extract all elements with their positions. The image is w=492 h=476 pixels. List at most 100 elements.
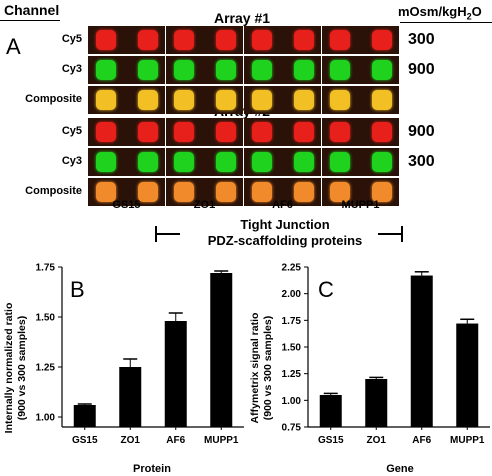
array2-composite-cell-af6: [244, 178, 321, 206]
chart-c-xtick-label: GS15: [318, 435, 344, 446]
array-spot: [138, 90, 158, 110]
array2-cy5-cell-af6: [244, 118, 321, 146]
array-spot: [252, 122, 272, 142]
array-spot: [372, 30, 392, 50]
array-spot: [252, 90, 272, 110]
protein-label-zo1: ZO1: [193, 199, 216, 211]
array-spot: [174, 182, 194, 202]
array-spot: [138, 30, 158, 50]
chart-b: 1.00 1.25 1.50 1.75 GS15 ZO1 AF6 MUPP1 B Protei…: [3, 263, 244, 475]
chart-b-bar-gs15: [73, 405, 96, 427]
chart-b-bar-af6: [164, 321, 187, 427]
array-spot: [174, 122, 194, 142]
array-spot: [294, 122, 314, 142]
array1-cy5-cell-gs15: [88, 26, 165, 54]
bracket-right-tick: [401, 226, 403, 242]
array-spot: [372, 182, 392, 202]
chart-c: 0.75 1.00 1.25 1.50 1.75 2.00 2.25 GS15 ZO1 AF6 MU…: [249, 263, 490, 475]
chart-b-ytick-label: 1.25: [36, 363, 56, 374]
array-spot: [96, 122, 116, 142]
chart-b-ytick-label: 1.75: [36, 263, 56, 274]
chart-b-bar-zo1: [119, 367, 142, 427]
array-spot: [138, 122, 158, 142]
chart-c-ytick-label: 1.75: [282, 316, 302, 327]
array-spot: [96, 90, 116, 110]
chart-c-xtick-label: ZO1: [367, 435, 387, 446]
array2-row-label-cy5: Cy5: [61, 125, 82, 137]
array2-osm-cy3: 300: [408, 153, 435, 170]
chart-b-ylabel2: (900 vs 300 samples): [16, 316, 28, 421]
group-line1: Tight Junction: [240, 217, 330, 232]
array1-composite-cell-af6: [244, 86, 321, 114]
array1-osm-cy5: 300: [408, 31, 435, 48]
bracket-left: [156, 233, 180, 235]
array-spot: [372, 122, 392, 142]
array-spot: [216, 122, 236, 142]
array-spot: [216, 182, 236, 202]
channel-underline: [0, 20, 60, 21]
array1-cy5-cell-af6: [244, 26, 321, 54]
chart-c-bar-gs15: [319, 395, 342, 427]
units-header: mOsm/kgH2O: [398, 4, 482, 22]
array-spot: [216, 90, 236, 110]
array-spot: [138, 182, 158, 202]
array1-cy3-cell-gs15: [88, 56, 165, 84]
chart-c-xlabel: Gene: [386, 463, 414, 475]
array1-cy5-cell-zo1: [166, 26, 243, 54]
array1-osm-cy3: 900: [408, 61, 435, 78]
array2-cy5-cell-zo1: [166, 118, 243, 146]
array-spot: [174, 90, 194, 110]
chart-b-ytick-label: 1.50: [36, 313, 56, 324]
chart-c-ytick-label: 1.25: [282, 369, 302, 380]
chart-c-ytick-label: 0.75: [282, 423, 302, 434]
array2-composite-cell-mupp1: [322, 178, 399, 206]
array2-osm-cy5: 900: [408, 123, 435, 140]
chart-b-xtick-label: ZO1: [121, 435, 141, 446]
array-spot: [138, 60, 158, 80]
bracket-right: [378, 233, 402, 235]
array-spot: [216, 30, 236, 50]
protein-label-gs15: GS15: [112, 199, 141, 211]
array-spot: [330, 90, 350, 110]
array-spot: [174, 152, 194, 172]
chart-c-bar-af6: [410, 275, 433, 427]
array2-cy3-cell-gs15: [88, 148, 165, 176]
chart-c-ylabel: Affymetrix signal ratio: [249, 313, 261, 424]
array-spot: [252, 182, 272, 202]
array1-cy5-cell-mupp1: [322, 26, 399, 54]
array1-composite-cell-zo1: [166, 86, 243, 114]
array-spot: [216, 60, 236, 80]
array-spot: [330, 122, 350, 142]
panel-a-letter: A: [6, 34, 21, 59]
array2-cy3-cell-zo1: [166, 148, 243, 176]
array-spot: [252, 30, 272, 50]
chart-c-ylabel2: (900 vs 300 samples): [262, 316, 274, 421]
array2-composite-cell-zo1: [166, 178, 243, 206]
chart-b-bar-mupp1: [210, 273, 233, 427]
array-spot: [330, 152, 350, 172]
bracket-left-tick: [155, 226, 157, 242]
array2-row-label-cy3: Cy3: [61, 155, 82, 167]
array-spot: [294, 30, 314, 50]
array2-cy3-cell-mupp1: [322, 148, 399, 176]
array1-title: Array #1: [214, 10, 271, 26]
chart-b-ytick-label: 1.00: [36, 413, 56, 424]
group-line2: PDZ-scaffolding proteins: [207, 233, 363, 248]
channel-header: Channel: [4, 2, 60, 18]
array-spot: [252, 60, 272, 80]
array-spot: [330, 182, 350, 202]
array-spot: [174, 60, 194, 80]
chart-c-ytick-label: 2.00: [282, 289, 302, 300]
array-spot: [96, 182, 116, 202]
array-spot: [294, 90, 314, 110]
array2-cy5-cell-gs15: [88, 118, 165, 146]
array-spot: [96, 30, 116, 50]
protein-label-af6: AF6: [272, 199, 293, 211]
array-spot: [216, 152, 236, 172]
array-spot: [96, 152, 116, 172]
array-spot: [138, 152, 158, 172]
array1-composite-cell-mupp1: [322, 86, 399, 114]
chart-c-ytick-label: 2.25: [282, 263, 302, 274]
array2-composite-cell-gs15: [88, 178, 165, 206]
array1-row-label-composite: Composite: [25, 93, 82, 105]
